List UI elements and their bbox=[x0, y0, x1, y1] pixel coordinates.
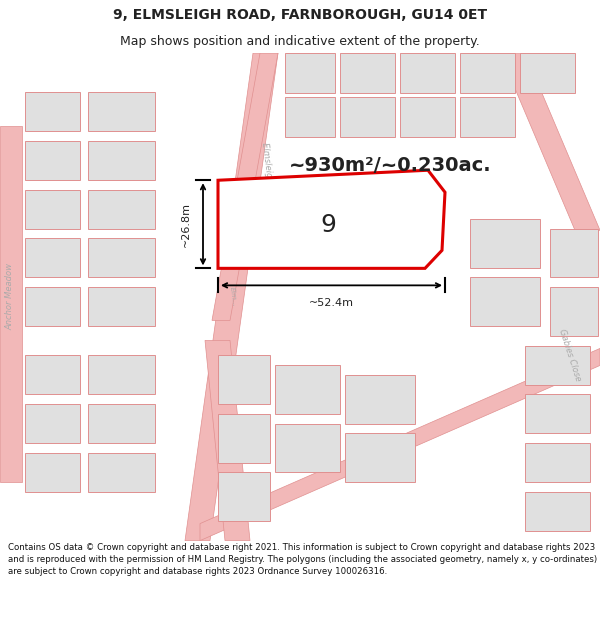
Text: Contains OS data © Crown copyright and database right 2021. This information is : Contains OS data © Crown copyright and d… bbox=[8, 543, 597, 576]
Polygon shape bbox=[525, 443, 590, 482]
Polygon shape bbox=[218, 414, 270, 462]
Polygon shape bbox=[205, 341, 250, 541]
Polygon shape bbox=[470, 219, 540, 268]
Polygon shape bbox=[275, 424, 340, 472]
Polygon shape bbox=[200, 348, 600, 541]
Polygon shape bbox=[345, 433, 415, 482]
Polygon shape bbox=[25, 238, 80, 278]
Polygon shape bbox=[218, 472, 270, 521]
Polygon shape bbox=[470, 278, 540, 326]
Polygon shape bbox=[25, 141, 80, 180]
Text: 9: 9 bbox=[320, 213, 336, 238]
Polygon shape bbox=[345, 375, 415, 424]
Polygon shape bbox=[88, 238, 155, 278]
Polygon shape bbox=[88, 453, 155, 492]
Polygon shape bbox=[0, 126, 22, 482]
Polygon shape bbox=[218, 356, 270, 404]
Text: Elmsleigh Road: Elmsleigh Road bbox=[260, 142, 277, 208]
Polygon shape bbox=[400, 97, 455, 138]
Polygon shape bbox=[88, 356, 155, 394]
Text: ~52.4m: ~52.4m bbox=[309, 298, 354, 308]
Polygon shape bbox=[88, 189, 155, 229]
Polygon shape bbox=[218, 170, 445, 268]
Polygon shape bbox=[285, 53, 335, 93]
Polygon shape bbox=[212, 53, 278, 321]
Polygon shape bbox=[25, 404, 80, 443]
Polygon shape bbox=[25, 287, 80, 326]
Polygon shape bbox=[88, 287, 155, 326]
Text: ~26.8m: ~26.8m bbox=[181, 202, 191, 247]
Polygon shape bbox=[88, 404, 155, 443]
Text: Gables Close: Gables Close bbox=[557, 328, 583, 382]
Polygon shape bbox=[525, 394, 590, 433]
Text: Map shows position and indicative extent of the property.: Map shows position and indicative extent… bbox=[120, 35, 480, 48]
Polygon shape bbox=[550, 287, 598, 336]
Polygon shape bbox=[550, 229, 598, 278]
Polygon shape bbox=[340, 53, 395, 93]
Text: ~930m²/~0.230ac.: ~930m²/~0.230ac. bbox=[289, 156, 491, 175]
Polygon shape bbox=[520, 53, 575, 93]
Polygon shape bbox=[460, 97, 515, 138]
Polygon shape bbox=[25, 453, 80, 492]
Polygon shape bbox=[340, 97, 395, 138]
Text: Anchor Meadow: Anchor Meadow bbox=[5, 263, 14, 331]
Polygon shape bbox=[25, 92, 80, 131]
Text: Elm...: Elm... bbox=[229, 287, 237, 307]
Polygon shape bbox=[460, 53, 515, 93]
Polygon shape bbox=[525, 492, 590, 531]
Polygon shape bbox=[400, 53, 455, 93]
Polygon shape bbox=[25, 189, 80, 229]
Polygon shape bbox=[185, 53, 278, 541]
Polygon shape bbox=[500, 53, 600, 230]
Polygon shape bbox=[285, 97, 335, 138]
Text: 9, ELMSLEIGH ROAD, FARNBOROUGH, GU14 0ET: 9, ELMSLEIGH ROAD, FARNBOROUGH, GU14 0ET bbox=[113, 8, 487, 22]
Polygon shape bbox=[88, 141, 155, 180]
Polygon shape bbox=[275, 365, 340, 414]
Polygon shape bbox=[88, 92, 155, 131]
Polygon shape bbox=[25, 356, 80, 394]
Polygon shape bbox=[525, 346, 590, 384]
